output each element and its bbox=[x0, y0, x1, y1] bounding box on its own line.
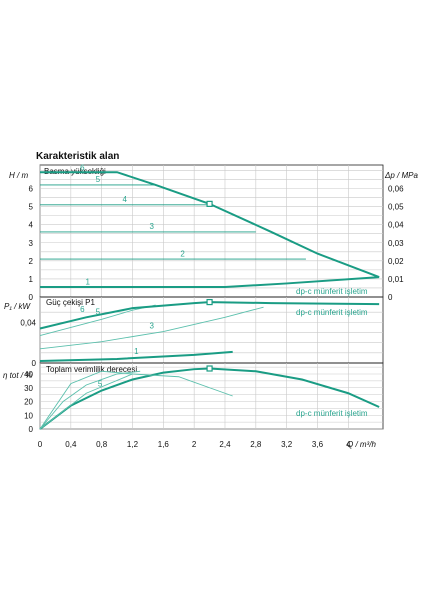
power-panel: Güç çekişi P1 P₁ / kW dp-c münferit işle… bbox=[4, 296, 384, 368]
power-curve-label-5: 5 bbox=[96, 307, 101, 316]
head-y-tick-label: 4 bbox=[29, 221, 34, 230]
head-y-tick-label-right: 0 bbox=[388, 293, 393, 302]
efficiency-curve-2 bbox=[39, 370, 133, 430]
x-tick-label: 2,8 bbox=[250, 440, 262, 449]
head-curve-label-6: 6 bbox=[80, 163, 85, 172]
efficiency-yticks: 0 10 20 30 40 bbox=[24, 370, 33, 434]
chart-title: Karakteristik alan bbox=[36, 151, 119, 162]
power-mode-label: dp-c münferit işletim bbox=[296, 308, 368, 317]
efficiency-operating-point bbox=[206, 365, 213, 372]
efficiency-curve-5 bbox=[39, 370, 141, 430]
x-tick-label: 0,4 bbox=[65, 440, 77, 449]
efficiency-mode-label: dp-c münferit işletim bbox=[296, 409, 368, 418]
power-curve-3 bbox=[39, 306, 264, 350]
power-curve-label-1: 1 bbox=[134, 347, 139, 356]
x-tick-label: 1,6 bbox=[158, 440, 170, 449]
x-tick-label: 0 bbox=[38, 440, 43, 449]
x-tick-label: 3,2 bbox=[281, 440, 293, 449]
x-tick-label: 2 bbox=[192, 440, 197, 449]
x-tick-label: 3,6 bbox=[312, 440, 324, 449]
head-y-tick-label: 5 bbox=[29, 203, 34, 212]
efficiency-y-tick-label: 10 bbox=[24, 411, 33, 420]
x-tick-label: 2,4 bbox=[219, 440, 231, 449]
head-ylabel: H / m bbox=[9, 171, 28, 180]
power-y-tick-label: 0 bbox=[32, 359, 37, 368]
x-tick-label: 0,8 bbox=[96, 440, 108, 449]
head-y-tick-label-right: 0,03 bbox=[388, 239, 404, 248]
head-curves: 1 2 3 4 5 6 bbox=[40, 163, 380, 289]
head-curve-label-1: 1 bbox=[86, 277, 91, 286]
power-yticks: 00,04 bbox=[20, 318, 36, 368]
head-y-tick-label: 6 bbox=[29, 185, 34, 194]
head-curve-label-2: 2 bbox=[180, 249, 185, 258]
head-yticks-right: 0 0,01 0,02 0,03 0,04 0,05 0,06 bbox=[388, 185, 404, 302]
head-ylabel-right: Δp / MPa bbox=[384, 171, 418, 180]
head-curve-label-5: 5 bbox=[96, 175, 101, 184]
head-yticks: 0 1 2 3 4 5 6 bbox=[29, 185, 34, 302]
power-curve-1 bbox=[39, 350, 233, 362]
head-y-tick-label: 3 bbox=[29, 239, 34, 248]
power-operating-point bbox=[206, 298, 213, 306]
power-curve-6 bbox=[39, 301, 380, 330]
power-y-tick-label: 0,04 bbox=[20, 318, 36, 327]
head-y-tick-label-right: 0,01 bbox=[388, 275, 404, 284]
efficiency-y-tick-label: 30 bbox=[24, 384, 33, 393]
head-curve-label-4: 4 bbox=[123, 195, 128, 204]
head-panel: Basma yüksekliği H / m Δp / MPa dp-c mün… bbox=[9, 163, 418, 302]
efficiency-panel-title: Toplam verimlilik derecesi bbox=[46, 365, 137, 374]
efficiency-y-tick-label: 20 bbox=[24, 398, 33, 407]
head-curve-label-3: 3 bbox=[150, 222, 155, 231]
head-curve-1 bbox=[40, 276, 380, 289]
efficiency-curves: 5 bbox=[39, 365, 380, 430]
head-y-tick-label-right: 0,02 bbox=[388, 257, 404, 266]
power-curve-label-6: 6 bbox=[80, 305, 85, 314]
head-operating-point bbox=[206, 200, 213, 207]
power-ylabel: P₁ / kW bbox=[4, 302, 32, 311]
head-y-tick-label: 1 bbox=[29, 275, 34, 284]
efficiency-curve-label-5: 5 bbox=[98, 379, 103, 388]
head-y-tick-label-right: 0,05 bbox=[388, 203, 404, 212]
head-y-tick-label-right: 0,06 bbox=[388, 185, 404, 194]
power-curve-label-3: 3 bbox=[150, 321, 155, 330]
x-ticks: 0 0,4 0,8 1,2 1,6 2 2,4 2,8 3,2 3,6 4 bbox=[38, 440, 351, 449]
efficiency-curve-6 bbox=[39, 367, 380, 430]
head-mode-label: dp-c münferit işletim bbox=[296, 287, 368, 296]
x-tick-label: 4 bbox=[346, 440, 351, 449]
efficiency-y-tick-label: 0 bbox=[29, 425, 34, 434]
head-y-tick-label: 2 bbox=[29, 257, 34, 266]
power-panel-title: Güç çekişi P1 bbox=[46, 298, 95, 307]
efficiency-ylabel: η tot / % bbox=[3, 371, 32, 380]
efficiency-panel: Toplam verimlilik derecesi η tot / % dp-… bbox=[3, 362, 384, 434]
efficiency-y-tick-label: 40 bbox=[24, 370, 33, 379]
x-axis-label: Q / m³/h bbox=[347, 440, 376, 449]
x-tick-label: 1,2 bbox=[127, 440, 139, 449]
head-y-tick-label-right: 0,04 bbox=[388, 221, 404, 230]
power-curves: 1 3 5 6 bbox=[39, 298, 380, 362]
head-y-tick-label: 0 bbox=[29, 293, 34, 302]
